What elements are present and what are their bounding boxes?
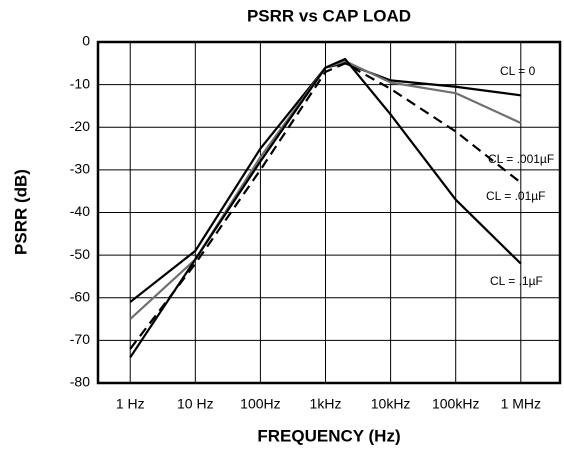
chart-title: PSRR vs CAP LOAD <box>247 6 411 25</box>
y-tick-label: -70 <box>70 331 90 347</box>
series-label: CL = .01µF <box>486 189 546 203</box>
y-tick-label: -20 <box>70 118 90 134</box>
y-tick-label: -50 <box>70 246 90 262</box>
x-tick-label: 1 MHz <box>501 396 541 412</box>
x-tick-label: 10 Hz <box>177 396 214 412</box>
x-tick-label: 10kHz <box>371 396 411 412</box>
x-tick-label: 1kHz <box>310 396 342 412</box>
series-label: CL = .001µF <box>488 152 554 166</box>
y-tick-label: -40 <box>70 203 90 219</box>
y-tick-label: -30 <box>70 161 90 177</box>
series-line <box>129 57 522 359</box>
x-tick-label: 100kHz <box>432 396 479 412</box>
y-axis-label: PSRR (dB) <box>11 169 30 255</box>
series-label: CL = .1µF <box>490 274 543 288</box>
plot-frame <box>96 40 562 385</box>
y-tick-label: -60 <box>70 288 90 304</box>
x-axis-label: FREQUENCY (Hz) <box>257 426 400 445</box>
y-tick-label: 0 <box>82 33 90 49</box>
y-tick-label: -80 <box>70 374 90 390</box>
x-tick-label: 100Hz <box>240 396 280 412</box>
x-tick-label: 1 Hz <box>116 396 145 412</box>
y-tick-label: -10 <box>70 75 90 91</box>
series-label: CL = 0 <box>500 64 536 78</box>
